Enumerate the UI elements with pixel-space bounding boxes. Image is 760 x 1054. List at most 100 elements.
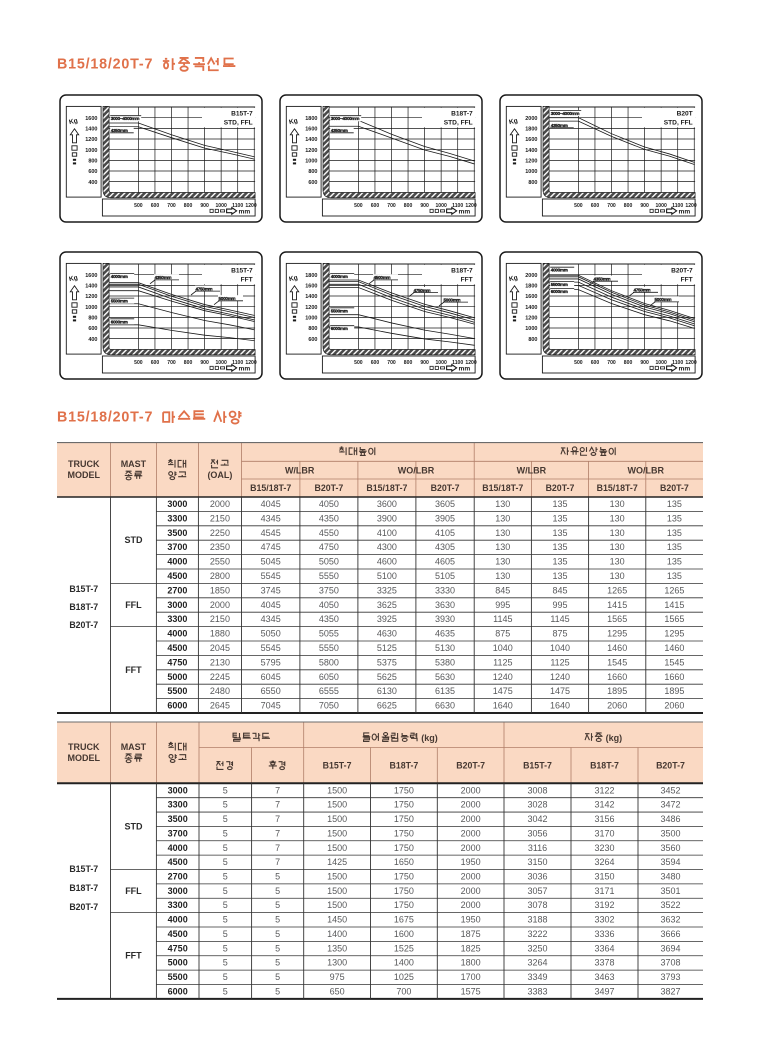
svg-text:1040: 1040 xyxy=(550,643,570,653)
svg-text:5: 5 xyxy=(223,958,228,968)
svg-text:845: 845 xyxy=(495,585,510,595)
svg-text:5: 5 xyxy=(275,943,280,953)
svg-text:3630: 3630 xyxy=(435,600,455,610)
svg-text:B15T-7: B15T-7 xyxy=(523,761,552,771)
svg-text:5050: 5050 xyxy=(319,557,339,567)
svg-text:1100: 1100 xyxy=(232,360,243,366)
svg-text:3000: 3000 xyxy=(167,499,187,509)
svg-text:5: 5 xyxy=(275,886,280,896)
svg-text:1750: 1750 xyxy=(394,814,414,824)
svg-text:4000: 4000 xyxy=(167,557,187,567)
svg-text:3497: 3497 xyxy=(594,986,614,996)
svg-text:B18T-7: B18T-7 xyxy=(69,883,98,893)
svg-text:1240: 1240 xyxy=(493,672,513,682)
svg-text:1125: 1125 xyxy=(550,657,569,667)
svg-text:135: 135 xyxy=(667,513,682,523)
svg-text:1400: 1400 xyxy=(525,305,537,311)
svg-text:B20T-7: B20T-7 xyxy=(69,902,98,912)
svg-text:FFT: FFT xyxy=(125,665,142,675)
svg-text:2000: 2000 xyxy=(461,828,481,838)
svg-text:3349: 3349 xyxy=(527,972,547,982)
svg-text:3000: 3000 xyxy=(168,785,188,795)
svg-text:1750: 1750 xyxy=(394,872,414,882)
svg-text:3625: 3625 xyxy=(377,600,397,610)
svg-text:3222: 3222 xyxy=(527,929,547,939)
svg-text:mm: mm xyxy=(679,365,691,372)
svg-text:3708: 3708 xyxy=(660,958,680,968)
svg-text:1895: 1895 xyxy=(607,686,627,696)
svg-text:3036: 3036 xyxy=(527,872,547,882)
svg-text:1800: 1800 xyxy=(461,958,481,968)
svg-text:1600: 1600 xyxy=(305,283,317,289)
svg-text:1000: 1000 xyxy=(85,305,97,311)
svg-text:1295: 1295 xyxy=(607,629,627,639)
svg-text:2000: 2000 xyxy=(525,116,537,122)
svg-text:1800: 1800 xyxy=(305,116,317,122)
svg-text:600: 600 xyxy=(371,203,380,209)
svg-text:3793: 3793 xyxy=(660,972,680,982)
svg-text:130: 130 xyxy=(495,571,510,581)
svg-text:1000: 1000 xyxy=(435,203,446,209)
svg-text:3600: 3600 xyxy=(377,499,397,509)
svg-text:400: 400 xyxy=(88,180,97,186)
svg-text:mm: mm xyxy=(459,365,471,372)
svg-text:4000: 4000 xyxy=(168,843,188,853)
svg-text:130: 130 xyxy=(495,542,510,552)
svg-text:Kg: Kg xyxy=(508,274,518,283)
svg-text:5000mm: 5000mm xyxy=(219,296,236,301)
svg-text:3250: 3250 xyxy=(527,943,547,953)
svg-text:1880: 1880 xyxy=(210,629,230,639)
svg-text:1400: 1400 xyxy=(525,148,537,154)
svg-text:5375: 5375 xyxy=(377,657,397,667)
svg-text:1700: 1700 xyxy=(461,972,481,982)
svg-text:130: 130 xyxy=(610,513,625,523)
svg-text:5: 5 xyxy=(223,872,228,882)
svg-text:5: 5 xyxy=(223,828,228,838)
svg-text:4045: 4045 xyxy=(261,499,281,509)
svg-text:135: 135 xyxy=(667,528,682,538)
svg-text:2000: 2000 xyxy=(461,843,481,853)
svg-text:5045: 5045 xyxy=(261,557,281,567)
svg-text:995: 995 xyxy=(495,600,510,610)
svg-text:1460: 1460 xyxy=(664,643,684,653)
svg-text:600: 600 xyxy=(591,203,600,209)
svg-text:600: 600 xyxy=(591,360,600,366)
svg-text:1400: 1400 xyxy=(85,126,97,132)
svg-text:2480: 2480 xyxy=(210,686,230,696)
svg-text:3300: 3300 xyxy=(167,513,187,523)
svg-text:1500: 1500 xyxy=(327,843,347,853)
svg-text:1000: 1000 xyxy=(655,203,666,209)
svg-text:1400: 1400 xyxy=(327,929,347,939)
svg-text:3500: 3500 xyxy=(660,828,680,838)
svg-text:B15/18T-7: B15/18T-7 xyxy=(366,483,407,493)
svg-text:1475: 1475 xyxy=(493,686,513,696)
svg-text:1565: 1565 xyxy=(664,614,684,624)
svg-text:1000: 1000 xyxy=(525,169,537,175)
svg-text:1850: 1850 xyxy=(210,585,230,595)
svg-text:mm: mm xyxy=(239,365,251,372)
svg-text:2060: 2060 xyxy=(664,701,684,711)
svg-text:900: 900 xyxy=(200,360,209,366)
svg-text:B15T-7: B15T-7 xyxy=(69,864,98,874)
svg-text:1565: 1565 xyxy=(607,614,627,624)
svg-text:5: 5 xyxy=(223,900,228,910)
svg-text:130: 130 xyxy=(610,542,625,552)
svg-text:4345: 4345 xyxy=(261,614,281,624)
svg-text:3300: 3300 xyxy=(168,900,188,910)
svg-text:1000: 1000 xyxy=(215,360,226,366)
svg-text:900: 900 xyxy=(200,203,209,209)
svg-text:800: 800 xyxy=(308,326,317,332)
svg-text:5625: 5625 xyxy=(377,672,397,682)
svg-text:B15T-7: B15T-7 xyxy=(231,110,253,117)
svg-text:4305: 4305 xyxy=(435,542,455,552)
svg-text:700: 700 xyxy=(167,360,176,366)
svg-text:4350: 4350 xyxy=(319,614,339,624)
svg-text:135: 135 xyxy=(667,499,682,509)
svg-text:4350mm: 4350mm xyxy=(594,276,611,281)
svg-text:4000: 4000 xyxy=(167,629,187,639)
svg-text:3116: 3116 xyxy=(528,843,547,853)
svg-text:1200: 1200 xyxy=(245,203,256,209)
svg-text:700: 700 xyxy=(167,203,176,209)
svg-text:3605: 3605 xyxy=(435,499,455,509)
svg-text:5000mm: 5000mm xyxy=(444,297,461,302)
